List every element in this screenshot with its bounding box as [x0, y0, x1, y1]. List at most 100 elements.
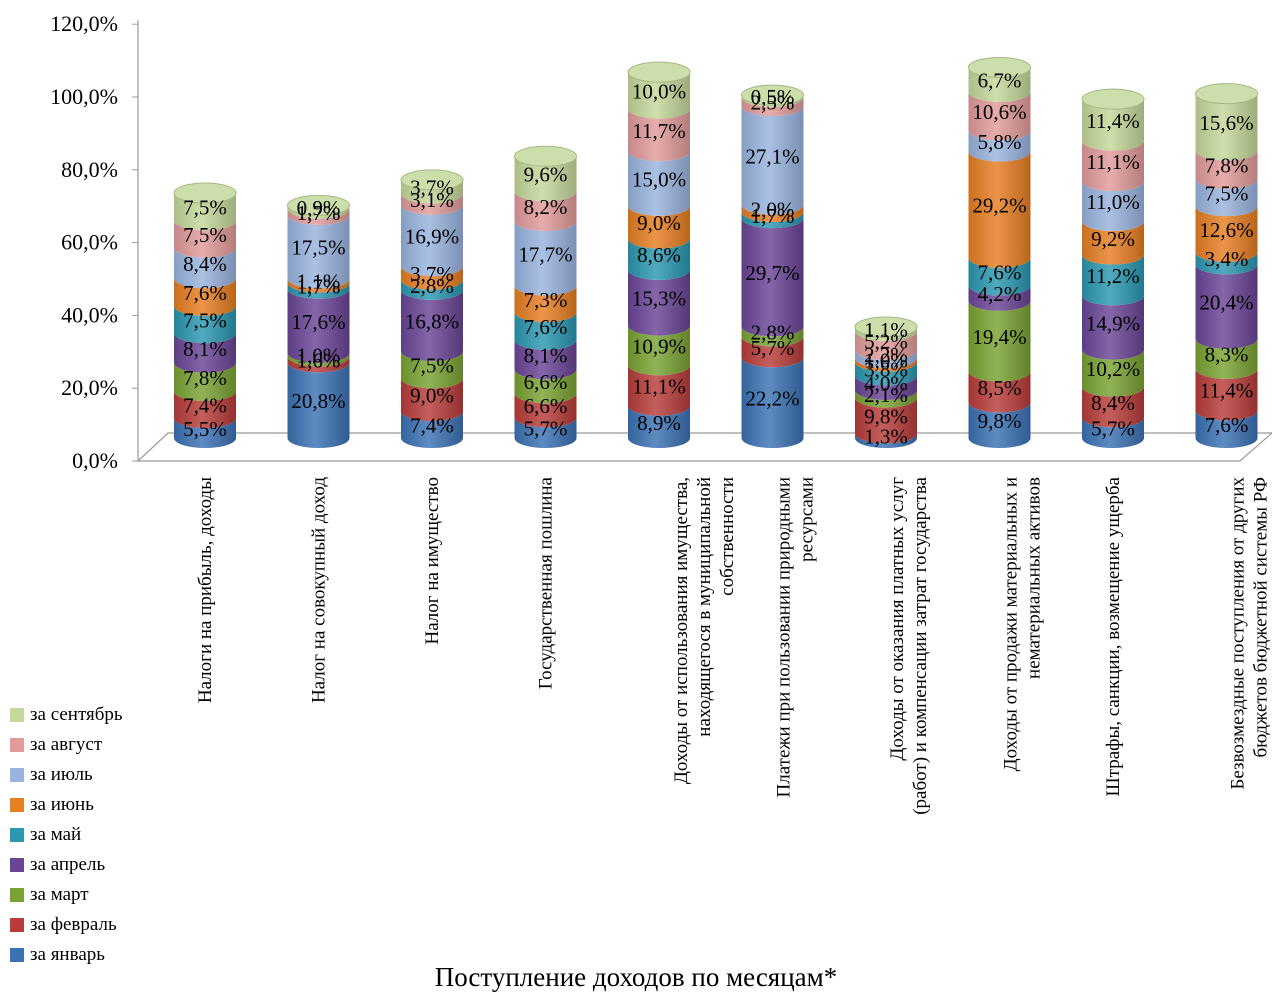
data-label: 11,1%: [632, 374, 685, 398]
bar-top-cap: [968, 56, 1031, 78]
bar-stack: [627, 61, 691, 448]
legend-label: за январь: [30, 944, 105, 965]
legend-item: за август: [10, 730, 123, 760]
legend-label: за март: [30, 884, 89, 905]
bar-segment: [1082, 295, 1144, 360]
data-label: 9,2%: [1091, 227, 1135, 251]
legend-label: за сентябрь: [30, 704, 123, 725]
data-label: 3,7%: [410, 262, 454, 286]
data-label: 29,2%: [972, 194, 1026, 218]
x-axis-title: Поступление доходов по месяцам*: [434, 962, 838, 992]
bar-segment: [968, 402, 1031, 448]
data-label: 6,6%: [524, 394, 568, 418]
legend-item: за июль: [10, 760, 123, 790]
data-label: 16,8%: [405, 309, 459, 333]
bar-segment: [628, 405, 690, 448]
y-tick-label: 60,0%: [61, 230, 118, 255]
bar-segment: [855, 397, 917, 444]
y-tick-label: 0,0%: [72, 448, 118, 473]
bar-segment: [287, 205, 350, 219]
bar-segment: [287, 352, 350, 367]
y-tick-label: 100,0%: [50, 84, 118, 109]
bar-segment: [514, 221, 577, 296]
bar-segment: [287, 208, 350, 225]
bar-stack: [1195, 83, 1258, 448]
bar-segment: [1195, 368, 1258, 421]
bar-segment: [628, 205, 690, 249]
data-label: 17,7%: [518, 242, 572, 266]
data-label: 8,1%: [183, 337, 227, 361]
data-label: 5,5%: [183, 417, 227, 441]
bar-segment: [741, 96, 804, 117]
bar-segment: [855, 349, 917, 368]
bar-segment: [514, 312, 577, 350]
bar-segment: [401, 411, 463, 448]
data-label: 5,7%: [524, 417, 568, 441]
bar-segment: [514, 156, 577, 202]
bar-stack: [400, 169, 464, 448]
bar-segment: [287, 278, 350, 293]
bar-stack: [741, 84, 804, 448]
chart-legend: за сентябрь за август за июль за июнь за май…: [10, 700, 123, 970]
bar-segment: [855, 357, 917, 372]
chart-category-labels: Налоги на прибыль, доходы Налог на совоку…: [195, 476, 1272, 814]
bar-segment: [968, 67, 1031, 102]
bar-segment: [287, 362, 350, 448]
data-label: 2,8%: [751, 320, 795, 344]
bar-segment: [628, 151, 690, 216]
legend-label: за май: [30, 824, 82, 845]
bar-segment: [968, 300, 1031, 382]
bar-segment: [1195, 93, 1258, 161]
bar-segment: [968, 130, 1031, 162]
data-label: 15,6%: [1199, 111, 1253, 135]
data-label: 10,6%: [972, 100, 1026, 124]
data-label: 7,4%: [410, 414, 454, 438]
data-label: 19,4%: [972, 325, 1026, 349]
data-label: 6,7%: [978, 69, 1022, 93]
legend-item: за март: [10, 880, 123, 910]
data-label: 11,7%: [632, 119, 685, 143]
bar-segment: [287, 214, 350, 289]
data-label: 3,8%: [864, 357, 908, 381]
data-label: 8,1%: [524, 343, 568, 367]
bar-top-cap: [287, 194, 350, 216]
data-label: 8,4%: [1091, 391, 1135, 415]
data-label: 1,3%: [864, 425, 908, 449]
data-label: 2,8%: [410, 274, 454, 298]
data-label: 2,5%: [751, 90, 795, 114]
bar-segment: [628, 72, 690, 119]
legend-item: за январь: [10, 940, 123, 970]
data-label: 7,6%: [183, 281, 227, 305]
bar-stack: [854, 316, 918, 448]
data-label: 11,4%: [1200, 379, 1253, 403]
bar-segment: [174, 417, 236, 448]
data-label: 5,2%: [864, 329, 908, 353]
data-label: 1,0%: [864, 349, 908, 373]
bar-segment: [287, 288, 350, 363]
bar-segment: [1195, 150, 1258, 189]
bar-segment: [514, 369, 577, 404]
data-label: 1,7%: [297, 275, 341, 299]
data-label: 10,0%: [632, 79, 686, 103]
category-label: Доходы от продажи материальных и нематери…: [1001, 477, 1045, 771]
bar-segment: [514, 285, 577, 323]
bar-segment: [401, 266, 463, 290]
data-label: 7,8%: [1205, 154, 1249, 178]
category-label: Доходы от использования имущества, находя…: [671, 477, 738, 784]
data-label: 17,6%: [291, 310, 345, 334]
data-label: 1,7%: [297, 201, 341, 225]
data-label: 10,9%: [632, 334, 686, 358]
bar-segment: [628, 269, 690, 336]
data-label: 9,0%: [410, 384, 454, 408]
data-label: 11,2%: [1086, 264, 1139, 288]
legend-item: за сентябрь: [10, 700, 123, 730]
data-label: 9,0%: [637, 211, 681, 235]
bar-segment: [401, 279, 463, 300]
legend-item: за апрель: [10, 850, 123, 880]
legend-swatch: [10, 708, 24, 722]
legend-item: за июнь: [10, 790, 123, 820]
legend-swatch: [10, 918, 24, 932]
data-label: 8,3%: [1205, 343, 1249, 367]
bar-segment: [174, 247, 236, 289]
bar-stack: [514, 145, 577, 448]
